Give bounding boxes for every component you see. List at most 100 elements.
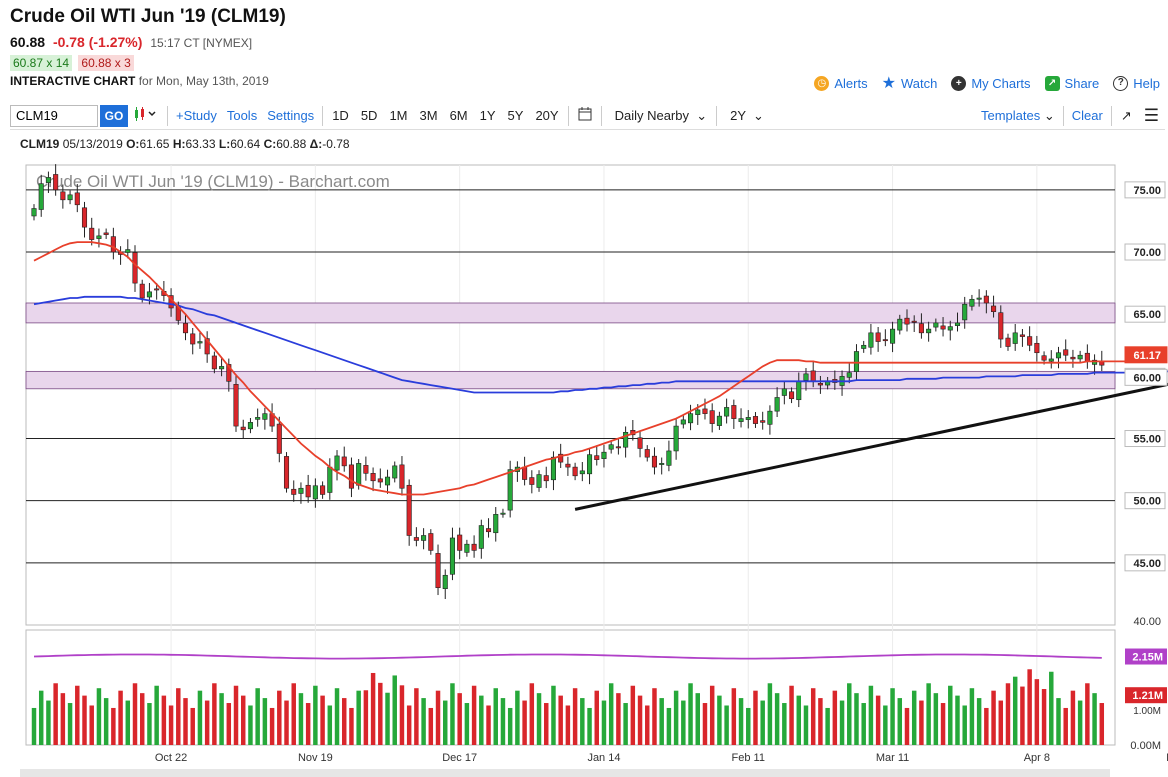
price-badge <box>1124 346 1168 364</box>
price-badge-label: 60.00 <box>1133 372 1161 384</box>
candle-down <box>558 453 564 463</box>
volume-bar <box>897 698 903 745</box>
candle-down <box>320 485 326 495</box>
menu-button[interactable]: ☰ <box>1138 106 1165 126</box>
volume-bar <box>803 705 809 745</box>
volume-bar <box>1005 683 1011 745</box>
expand-button[interactable]: ↗ <box>1115 108 1138 124</box>
ohlc-date: 05/13/2019 <box>62 137 123 151</box>
settings-button[interactable]: Settings <box>267 108 315 123</box>
volume-bar <box>118 690 123 745</box>
candle-down <box>789 391 795 400</box>
candle-up <box>478 525 484 549</box>
volume-bar <box>1049 671 1054 745</box>
candle-down <box>983 295 989 304</box>
ohlc-o-label: O: <box>126 137 140 151</box>
period-5y[interactable]: 5Y <box>507 108 524 123</box>
volume-bar <box>709 685 715 745</box>
time-scrollbar[interactable] <box>20 769 1110 777</box>
alerts-link[interactable]: ◷ Alerts <box>814 73 868 93</box>
hamburger-icon: ☰ <box>1143 105 1159 125</box>
candle-up <box>853 351 860 372</box>
candle-up <box>298 487 304 494</box>
volume-bar <box>197 690 203 745</box>
share-link[interactable]: ↗ Share <box>1044 73 1099 93</box>
price-tick-box <box>1124 554 1166 572</box>
tools-button[interactable]: Tools <box>226 108 258 123</box>
price-badge <box>1124 368 1168 386</box>
candle-down <box>413 537 419 541</box>
volume-bar <box>183 698 188 745</box>
period-1m[interactable]: 1M <box>389 108 408 123</box>
aggregation-dropdown[interactable]: Daily Nearby ⌄ <box>605 108 714 124</box>
period-1y[interactable]: 1Y <box>479 108 496 123</box>
period-20y[interactable]: 20Y <box>535 108 559 123</box>
volume-bar <box>46 700 51 745</box>
volume-bar <box>645 705 650 745</box>
ohlc-c-label: C: <box>263 137 277 151</box>
range-dropdown[interactable]: 2Y ⌄ <box>720 108 770 124</box>
candle-down <box>377 478 383 483</box>
volume-bar <box>349 707 354 745</box>
volume-bar <box>385 692 390 745</box>
volume-bar <box>82 695 87 745</box>
volume-bar <box>580 698 585 745</box>
help-link[interactable]: ? Help <box>1113 73 1160 93</box>
candle-up <box>219 366 225 370</box>
go-button[interactable]: GO <box>100 104 128 127</box>
candle-up <box>262 413 268 420</box>
volume-bar <box>500 698 506 745</box>
x-axis-label: Nov 19 <box>298 752 333 764</box>
last-price: 60.88 <box>10 34 46 50</box>
volume-bar <box>67 703 73 745</box>
volume-bar <box>1034 679 1040 745</box>
ohlc-delta: -0.78 <box>322 137 350 151</box>
candle-down <box>1084 352 1090 362</box>
candle-down <box>233 384 239 427</box>
my-charts-link[interactable]: + My Charts <box>951 73 1031 93</box>
ohlc-close: 60.88 <box>276 137 307 151</box>
volume-bar <box>370 672 376 745</box>
volume-bar <box>565 705 571 745</box>
x-axis-label: Feb 11 <box>732 752 765 764</box>
candle-up <box>312 485 318 500</box>
symbol-input[interactable] <box>10 104 98 127</box>
volume-bar <box>1041 689 1047 745</box>
candle-down <box>406 484 412 536</box>
chevron-down-icon: ⌄ <box>1043 107 1055 123</box>
calendar-button[interactable] <box>572 107 598 124</box>
volume-bar <box>233 685 239 745</box>
price-panel <box>25 164 1116 626</box>
x-axis-label: Mar 11 <box>876 752 909 764</box>
volume-bar <box>796 695 802 745</box>
chart-type-dropdown[interactable] <box>128 107 164 124</box>
study-button[interactable]: +Study <box>176 108 217 123</box>
price-tick-label: 70.00 <box>1133 247 1161 259</box>
period-5d[interactable]: 5D <box>360 108 378 123</box>
volume-bar <box>132 683 138 745</box>
candle-up <box>803 373 809 381</box>
price-chart[interactable]: Oct 22 Nov 19 Dec 17 Jan 14 Feb 11 Mar 11 Apr … <box>0 155 1168 767</box>
templates-dropdown[interactable]: Templates ⌄ <box>976 108 1060 124</box>
volume-bar <box>969 688 975 745</box>
aggregation-label: Daily Nearby <box>614 107 689 123</box>
clear-button[interactable]: Clear <box>1071 108 1103 123</box>
candle-up <box>774 397 780 412</box>
volume-bar <box>810 688 816 745</box>
divider <box>600 105 602 126</box>
candle-up <box>550 456 556 481</box>
watch-link[interactable]: ★ Watch <box>882 73 938 93</box>
clock-icon: ◷ <box>814 75 830 91</box>
volume-bar <box>31 707 37 745</box>
volume-bar <box>392 675 397 745</box>
volume-bar <box>774 693 780 745</box>
period-1d[interactable]: 1D <box>332 108 349 123</box>
volume-bar <box>659 698 664 745</box>
volume-bar <box>911 690 917 745</box>
period-3m[interactable]: 3M <box>419 108 438 123</box>
volume-bar <box>991 690 996 745</box>
period-6m[interactable]: 6M <box>449 108 468 123</box>
volume-bar <box>933 693 939 745</box>
candle-up <box>781 388 787 396</box>
